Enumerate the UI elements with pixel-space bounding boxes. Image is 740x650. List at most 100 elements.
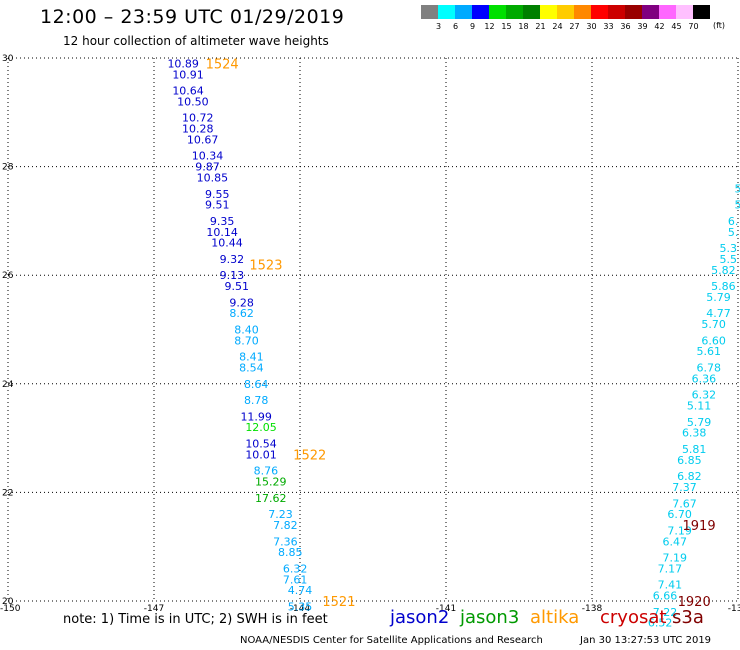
color-scale-label: 21 bbox=[535, 22, 546, 31]
data-point-label: 5.79 bbox=[687, 416, 712, 429]
data-point-label: 6. bbox=[728, 215, 739, 228]
footer-credit: NOAA/NESDIS Center for Satellite Applica… bbox=[240, 635, 543, 646]
data-point-label: 7.23 bbox=[268, 508, 293, 521]
y-tick-label: 28 bbox=[2, 163, 14, 173]
color-scale-swatch bbox=[421, 5, 438, 19]
data-point-label: 9.87 bbox=[195, 161, 220, 174]
track-id-label: 1920 bbox=[678, 595, 711, 610]
data-point-label: 7.17 bbox=[658, 562, 683, 575]
color-scale-label: 36 bbox=[620, 22, 631, 31]
data-point-label: 6.70 bbox=[667, 508, 692, 521]
data-point-label: 9.13 bbox=[220, 269, 245, 282]
x-tick-label: -138 bbox=[582, 604, 603, 614]
color-scale-swatch bbox=[676, 5, 693, 19]
data-point-label: 6.32 bbox=[692, 389, 717, 402]
color-scale-label: 3 bbox=[435, 22, 442, 31]
data-point-label: 9.51 bbox=[205, 199, 230, 212]
color-scale-label: 42 bbox=[654, 22, 665, 31]
color-scale-label: 33 bbox=[603, 22, 614, 31]
data-point-label: 10.64 bbox=[172, 85, 204, 98]
color-scale-unit: (ft) bbox=[713, 21, 726, 30]
data-point-label: 8.78 bbox=[244, 394, 269, 407]
data-point-label: 6.32 bbox=[283, 562, 308, 575]
data-point-label: 8.64 bbox=[244, 378, 269, 391]
data-point-label: 5.81 bbox=[682, 443, 707, 456]
data-point-label: 10.72 bbox=[182, 112, 214, 125]
data-point-label: 6.38 bbox=[682, 427, 707, 440]
color-scale-bar bbox=[421, 5, 710, 19]
data-point-label: 6.52 bbox=[648, 617, 673, 630]
data-point-label: 11.99 bbox=[240, 410, 272, 423]
data-point-label: 5.82 bbox=[711, 264, 736, 277]
data-point-label: 10.28 bbox=[182, 123, 214, 136]
color-scale-label: 24 bbox=[552, 22, 563, 31]
data-point-label: 8.40 bbox=[234, 324, 259, 337]
legend-s3a: s3a bbox=[672, 607, 704, 628]
data-point-label: 10.44 bbox=[211, 237, 243, 250]
data-point-label: 7.36 bbox=[273, 535, 298, 548]
data-point-label: 4.74 bbox=[288, 584, 313, 597]
color-scale-label: 6 bbox=[452, 22, 459, 31]
y-tick-label: 30 bbox=[2, 54, 14, 64]
data-point-label: 9.35 bbox=[210, 215, 235, 228]
legend-jason2: jason2 bbox=[390, 607, 450, 628]
data-point-label: 5. bbox=[728, 226, 739, 239]
track-id-label: 1524 bbox=[206, 57, 239, 72]
data-point-label: 8.85 bbox=[278, 546, 303, 559]
color-scale-swatch bbox=[540, 5, 557, 19]
data-point-label: 5.61 bbox=[697, 345, 722, 358]
data-point-label: 8.41 bbox=[239, 351, 264, 364]
track-id-label: 1919 bbox=[683, 519, 716, 534]
track-id-label: 1522 bbox=[293, 448, 326, 463]
color-scale-label: 18 bbox=[518, 22, 529, 31]
data-point-label: 7.61 bbox=[283, 573, 308, 586]
data-point-label: 6.66 bbox=[653, 590, 678, 603]
chart-title: 12:00 – 23:59 UTC 01/29/2019 bbox=[40, 6, 345, 28]
data-point-label: 6.60 bbox=[701, 334, 726, 347]
data-point-label: 9.51 bbox=[224, 280, 249, 293]
x-tick-label: -150 bbox=[0, 604, 21, 614]
x-tick-label: -144 bbox=[290, 604, 311, 614]
color-scale-swatch bbox=[438, 5, 455, 19]
color-scale-label: 12 bbox=[484, 22, 495, 31]
color-scale-swatch bbox=[489, 5, 506, 19]
color-scale-swatch bbox=[557, 5, 574, 19]
data-point-label: 5.70 bbox=[701, 318, 726, 331]
data-point-label: 10.14 bbox=[206, 226, 238, 239]
data-point-label: 15.29 bbox=[255, 476, 287, 489]
data-point-label: 10.50 bbox=[177, 95, 209, 108]
legend-cryosat: cryosat bbox=[600, 607, 667, 628]
color-scale-swatch bbox=[659, 5, 676, 19]
data-point-label: 10.85 bbox=[197, 171, 229, 184]
data-point-label: 10.91 bbox=[172, 68, 204, 81]
data-point-label: 10.01 bbox=[245, 448, 277, 461]
y-tick-label: 24 bbox=[2, 380, 14, 390]
legend-jason3: jason3 bbox=[460, 607, 520, 628]
data-point-label: 17.62 bbox=[255, 492, 287, 505]
color-scale-label: 39 bbox=[637, 22, 648, 31]
data-point-label: 9.32 bbox=[220, 253, 245, 266]
track-id-label: 1523 bbox=[249, 258, 282, 273]
data-point-label: 10.89 bbox=[167, 57, 199, 70]
data-point-label: 7.82 bbox=[273, 519, 298, 532]
data-point-label: 5.3 bbox=[720, 242, 738, 255]
data-point-label: 7.67 bbox=[672, 497, 697, 510]
color-scale-swatch bbox=[523, 5, 540, 19]
color-scale-label: 45 bbox=[671, 22, 682, 31]
data-point-label: 5 bbox=[735, 199, 740, 212]
data-point-label: 4.77 bbox=[706, 307, 731, 320]
data-point-label: 7.41 bbox=[658, 579, 683, 592]
color-scale-swatch bbox=[591, 5, 608, 19]
data-point-label: 7.37 bbox=[672, 481, 697, 494]
color-scale-swatch bbox=[608, 5, 625, 19]
x-tick-label: -135 bbox=[728, 604, 740, 614]
color-scale-label: 27 bbox=[569, 22, 580, 31]
data-point-label: 8.54 bbox=[239, 362, 264, 375]
data-point-label: 10.67 bbox=[187, 133, 219, 146]
data-point-label: 5.5 bbox=[720, 253, 738, 266]
data-point-label: 6.36 bbox=[692, 372, 717, 385]
data-point-label: 8.76 bbox=[254, 465, 279, 478]
color-scale-swatch bbox=[642, 5, 659, 19]
color-scale-label: 15 bbox=[501, 22, 512, 31]
data-point-label: 5.79 bbox=[706, 291, 731, 304]
